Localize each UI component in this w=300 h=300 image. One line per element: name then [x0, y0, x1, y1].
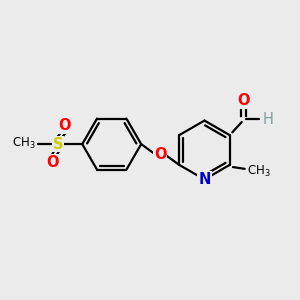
- Text: N: N: [198, 172, 211, 187]
- Text: H: H: [262, 112, 273, 127]
- Text: CH$_3$: CH$_3$: [247, 164, 270, 179]
- Text: O: O: [154, 147, 166, 162]
- Text: O: O: [58, 118, 71, 134]
- Text: S: S: [53, 136, 63, 152]
- Text: O: O: [46, 155, 59, 170]
- Text: O: O: [237, 93, 250, 108]
- Text: CH$_3$: CH$_3$: [12, 136, 35, 151]
